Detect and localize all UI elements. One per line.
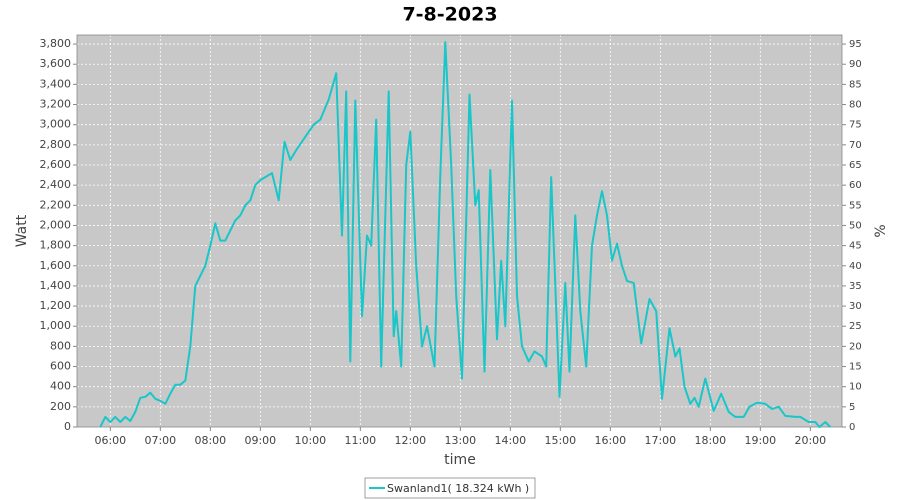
x-tick-label: 06:00	[94, 434, 126, 447]
x-tick-label: 16:00	[594, 434, 626, 447]
x-tick-label: 15:00	[544, 434, 576, 447]
x-tick-label: 10:00	[294, 434, 326, 447]
y2-tick-label: 20	[849, 341, 862, 352]
x-tick-label: 20:00	[794, 434, 826, 447]
y-tick-label: 2,000	[40, 218, 72, 231]
y2-tick-label: 0	[849, 422, 855, 433]
y2-tick-label: 80	[849, 100, 862, 111]
y-tick-label: 0	[64, 420, 71, 433]
chart-title: 7-8-2023	[402, 4, 497, 26]
data-line	[99, 41, 832, 428]
y-tick-label: 1,600	[40, 259, 72, 272]
y-tick-label: 1,000	[40, 319, 72, 332]
x-tick-label: 13:00	[444, 434, 476, 447]
y-tick-label: 1,800	[40, 239, 72, 252]
legend-box	[364, 477, 536, 499]
y2-tick-label: 85	[849, 79, 862, 90]
y-tick-label: 400	[50, 380, 71, 393]
y-tick-label: 600	[50, 360, 71, 373]
y2-tick-label: 50	[849, 220, 862, 231]
y-tick-label: 3,600	[40, 57, 72, 70]
x-tick-label: 09:00	[244, 434, 276, 447]
x-axis-title: time	[444, 452, 476, 468]
y2-tick-label: 35	[849, 281, 862, 292]
y2-tick-label: 60	[849, 180, 862, 191]
y-tick-label: 2,600	[40, 158, 72, 171]
y-tick-label: 2,800	[40, 138, 72, 151]
plot-border	[76, 34, 843, 428]
y-tick-label: 3,000	[40, 118, 72, 131]
y-tick-label: 200	[50, 400, 71, 413]
x-tick-label: 19:00	[744, 434, 776, 447]
y-tick-label: 2,200	[40, 198, 72, 211]
y-tick-label: 1,400	[40, 279, 72, 292]
y-axis-title: Watt	[14, 214, 30, 247]
y-tick-label: 1,200	[40, 299, 72, 312]
y2-tick-label: 15	[849, 362, 862, 373]
x-tick-label: 08:00	[194, 434, 226, 447]
x-tick-label: 07:00	[144, 434, 176, 447]
x-tick-label: 11:00	[344, 434, 376, 447]
y2-tick-label: 75	[849, 120, 862, 131]
y2-tick-label: 5	[849, 402, 855, 413]
y2-tick-label: 10	[849, 382, 862, 393]
y-tick-label: 3,800	[40, 37, 72, 50]
y-tick-label: 3,400	[40, 77, 72, 90]
y-tick-label: 2,400	[40, 178, 72, 191]
y2-tick-label: 25	[849, 321, 862, 332]
y2-tick-label: 90	[849, 59, 862, 70]
x-tick-label: 17:00	[644, 434, 676, 447]
y2-tick-label: 70	[849, 140, 862, 151]
x-tick-label: 14:00	[494, 434, 526, 447]
y2-tick-label: 40	[849, 261, 862, 272]
y-tick-label: 3,200	[40, 98, 72, 111]
y2-tick-label: 65	[849, 160, 862, 171]
y2-tick-label: 55	[849, 200, 862, 211]
plot-area	[77, 35, 842, 427]
x-tick-label: 18:00	[694, 434, 726, 447]
x-tick-label: 12:00	[394, 434, 426, 447]
y2-tick-label: 45	[849, 241, 862, 252]
legend-label: Swanland1( 18.324 kWh )	[387, 482, 529, 495]
y-tick-label: 800	[50, 339, 71, 352]
y2-axis-title: %	[873, 224, 889, 237]
y2-tick-label: 95	[849, 39, 862, 50]
y2-tick-label: 30	[849, 301, 862, 312]
